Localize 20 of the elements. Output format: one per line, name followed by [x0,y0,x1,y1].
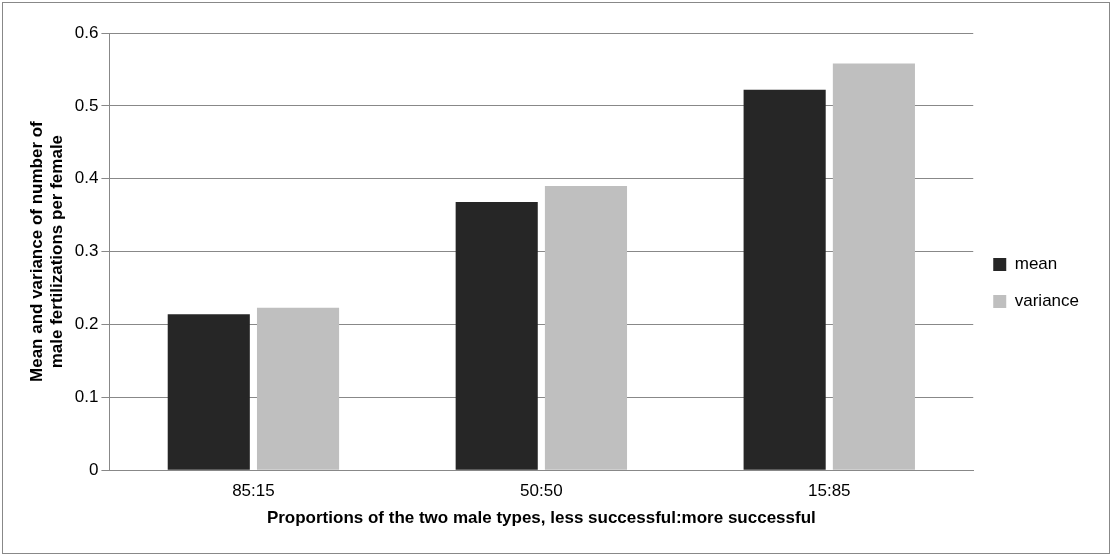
bar [743,89,826,470]
y-tick-label: 0.5 [74,95,99,115]
bar [256,307,340,470]
x-tick-label: 85:15 [232,481,275,501]
y-tick-label: 0.3 [74,241,99,261]
y-tick-label: 0.4 [74,168,99,188]
y-tick-label: 0.2 [74,314,99,334]
x-axis-title: Proportions of the two male types, less successful:more successful [266,508,816,528]
bar [167,314,250,470]
y-tick-label: 0 [88,459,99,479]
bar [544,186,628,470]
legend-label: mean [1014,254,1058,274]
x-tick-label: 15:85 [808,481,851,501]
y-axis-title: Mean and variance of number of male fertilizations per female [26,120,67,382]
legend-label: variance [1014,291,1080,311]
bar [832,63,915,470]
x-tick-label: 50:50 [520,481,563,501]
y-tick-label: 0.6 [74,22,99,42]
y-tick-label: 0.1 [74,387,99,407]
bar [455,202,538,470]
